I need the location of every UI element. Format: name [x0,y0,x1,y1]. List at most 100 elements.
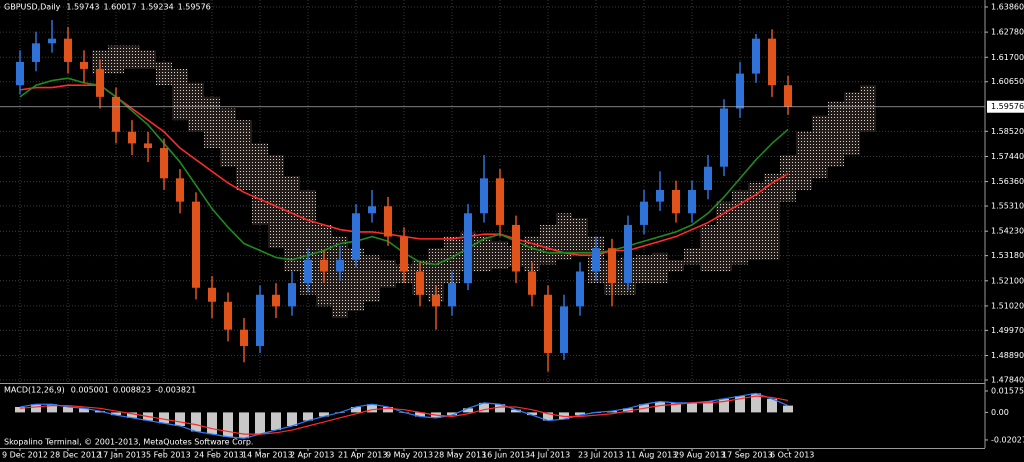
macd-bar [111,412,121,416]
macd-bar [175,412,185,426]
header-value: 1.59234 [141,3,174,12]
cloud-segment [252,143,268,225]
y-tick-label: 0.01575 [991,386,1024,395]
y-tick-label: 1.53180 [991,251,1024,260]
candle-body [624,224,632,284]
y-tick-label: 1.60650 [991,77,1024,86]
y-tick-label: 1.55310 [991,202,1024,211]
macd-bar [655,401,665,413]
candle-body [240,329,248,346]
candle-body [80,61,88,69]
macd-bar [575,412,585,416]
macd-bar [223,412,233,437]
cloud-segment [748,183,764,260]
cloud-dots [156,61,172,86]
macd-bar [767,398,777,413]
macd-bar [303,412,313,421]
cloud-dots [828,101,844,167]
cloud-segment [476,236,492,272]
cloud-dots [796,131,812,190]
cloud-segment [444,236,460,284]
candle-body [304,259,312,284]
header-value: 1.60017 [103,3,136,12]
candle-body [368,206,376,214]
cloud-dots [764,173,780,260]
cloud-segment [108,45,124,74]
macd-bar [383,406,393,413]
cloud-segment [828,101,844,167]
candle-body [400,236,408,272]
candle-body [736,73,744,109]
x-tick-label: 17 Jan 2013 [98,451,146,460]
macd-bar [159,412,169,424]
copyright: Skopalino Terminal, © 2001-2013, MetaQuo… [4,438,253,447]
cloud-dots [220,108,236,167]
macd-bar [351,406,361,413]
candle-body [704,166,712,190]
cloud-segment [220,108,236,167]
signal-line [19,395,789,435]
header-value: 0.008823 [113,386,151,395]
cloud-segment [636,255,652,284]
macd-bar [783,405,793,413]
cloud-segment [284,176,300,272]
macd-bar [47,404,57,413]
candle-body [336,259,344,272]
cloud-segment [204,96,220,149]
cloud-dots [236,120,252,190]
cloud-dots [844,92,860,156]
cloud-dots [668,259,684,272]
cloud-segment [156,61,172,86]
cloud-dots [540,224,556,265]
cloud-segment [492,241,508,270]
candle-body [32,43,40,62]
cloud-dots [860,85,876,132]
candle-body [592,248,600,272]
candle-body [768,38,776,86]
candle-body [720,108,728,167]
candle-body [208,287,216,302]
candle-body [192,201,200,288]
macd-bar [703,401,713,413]
cloud-dots [140,50,156,69]
y-tick-label: 1.47840 [991,375,1024,384]
candle-body [288,283,296,307]
candle-body [480,178,488,214]
candle-body [112,96,120,132]
indicator-title: GBPUSD,Daily [4,3,61,12]
macd-bar [463,408,473,413]
cloud-dots [716,201,732,272]
cloud-dots [380,259,396,288]
cloud-segment [572,217,588,256]
candle-body [640,201,648,225]
candle-body [512,224,520,272]
x-tick-label: 4 Jul 2013 [530,451,570,460]
y-tick-label: 1.56360 [991,177,1024,186]
candle-body [544,294,552,353]
cloud-segment [796,131,812,190]
cloud-dots [684,248,700,265]
candle-body [16,61,24,86]
cloud-dots [444,236,460,284]
candle-body [432,294,440,307]
macd-bar [543,412,553,421]
header-value: -0.003821 [155,386,196,395]
macd-bar [415,412,425,417]
candle-body [224,301,232,330]
candle-body [256,294,264,346]
x-tick-label: 28 Dec 2012 [50,451,101,460]
y-tick-label: 1.57440 [991,152,1024,161]
cloud-segment [652,252,668,284]
cloud-segment [364,255,380,302]
candle-body [320,259,328,272]
cloud-dots [188,82,204,132]
y-tick-label: 1.63860 [991,2,1024,11]
x-tick-label: 9 Dec 2012 [2,451,48,460]
x-tick-label: 2 Apr 2013 [290,451,334,460]
cloud-segment [124,45,140,69]
candle-body [352,213,360,260]
macd-bar [527,412,537,416]
candle-body [560,306,568,353]
cloud-segment [700,224,716,272]
macd-bar [79,408,89,413]
